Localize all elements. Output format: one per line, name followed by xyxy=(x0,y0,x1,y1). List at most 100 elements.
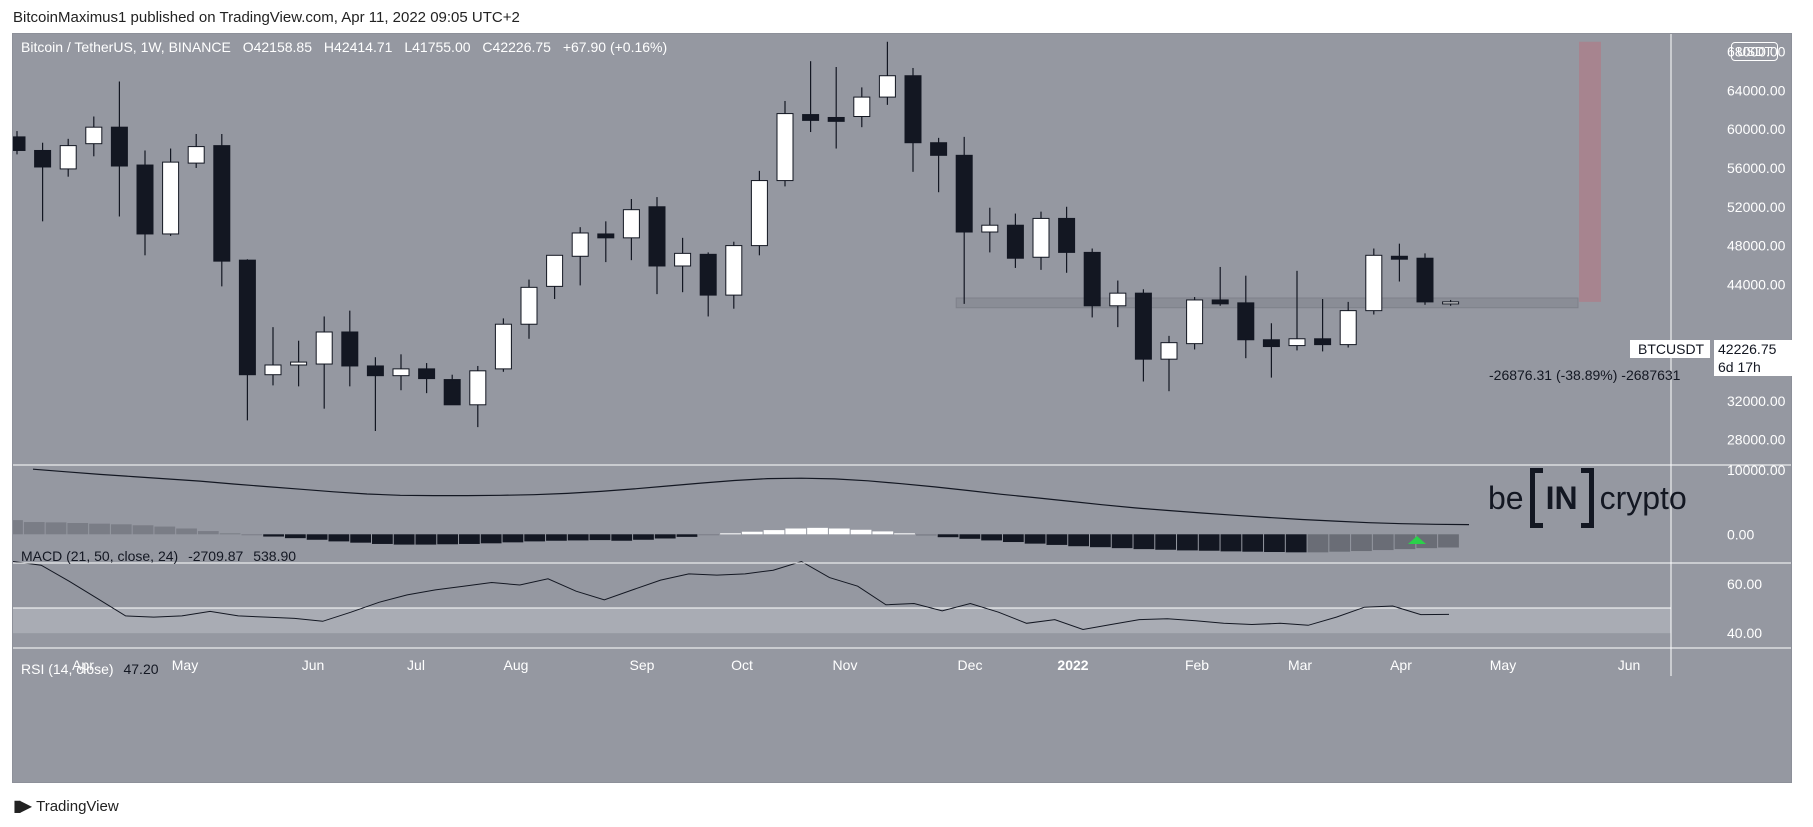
candle-body xyxy=(1058,217,1076,253)
macd-histogram-bar xyxy=(828,528,850,535)
macd-histogram-bar xyxy=(415,534,437,545)
time-tick-label: Apr xyxy=(1390,657,1412,673)
macd-histogram-bar xyxy=(132,525,154,535)
macd-legend: MACD (21, 50, close, 24) -2709.87 538.90 xyxy=(21,548,296,564)
macd-histogram-bar xyxy=(197,531,219,535)
candle-body xyxy=(571,232,589,257)
time-tick-label: 2022 xyxy=(1057,657,1088,673)
macd-histogram-bar xyxy=(807,527,828,535)
currency-badge[interactable]: USDT xyxy=(1731,42,1779,61)
watermark-right: crypto xyxy=(1599,479,1687,516)
macd-histogram-bar xyxy=(241,534,263,536)
macd-histogram-bar xyxy=(872,531,894,535)
tradingview-brand: TradingView xyxy=(36,797,119,815)
time-tick-label: Mar xyxy=(1288,657,1312,673)
candle-body xyxy=(315,331,333,365)
rsi-layer xyxy=(13,560,1450,631)
macd-histogram-bar xyxy=(328,534,350,542)
macd-tick-label: 0.00 xyxy=(1727,526,1754,542)
chart-frame[interactable]: 68000.00 64000.00 60000.00 56000.00 52000.00… xyxy=(12,33,1795,783)
macd-value-2: 538.90 xyxy=(253,548,297,564)
macd-name: MACD (21, 50, close, 24) xyxy=(21,548,179,564)
candle-body xyxy=(264,364,282,376)
macd-histogram-bar xyxy=(894,533,915,535)
macd-histogram-bar xyxy=(1416,534,1438,549)
candle-body xyxy=(674,252,692,267)
macd-histogram-bar xyxy=(981,534,1002,541)
symbol-legend: Bitcoin / TetherUS, 1W, BINANCE O42158.8… xyxy=(21,39,667,55)
candle-body xyxy=(802,114,820,121)
chart-canvas[interactable]: 68000.00 64000.00 60000.00 56000.00 52000.00… xyxy=(13,34,1791,782)
target-zone xyxy=(1579,41,1601,302)
candle-body xyxy=(34,149,52,168)
time-tick-label: Jul xyxy=(407,657,425,673)
macd-histogram-bar xyxy=(306,534,328,540)
macd-layer xyxy=(13,468,1470,553)
candle-body xyxy=(622,209,640,239)
becrypto-watermark: be IN crypto xyxy=(1488,468,1687,528)
candle-body xyxy=(1211,299,1229,305)
macd-value-1: -2709.87 xyxy=(188,548,244,564)
macd-histogram-bar xyxy=(1394,534,1416,550)
time-tick-label: Feb xyxy=(1185,657,1209,673)
rsi-tick-label: 40.00 xyxy=(1727,625,1762,641)
price-tick-label: 68000.00 xyxy=(1727,43,1786,59)
candle-body xyxy=(238,259,256,376)
macd-histogram-bar xyxy=(850,529,872,535)
high-value: 42414.71 xyxy=(334,39,393,55)
time-tick-label: May xyxy=(172,657,198,673)
macd-histogram-bar xyxy=(1002,534,1024,543)
tradingview-footer[interactable]: ▮▶ TradingView xyxy=(13,796,119,816)
macd-histogram-bar xyxy=(350,534,371,543)
macd-histogram-bar xyxy=(654,534,676,539)
candle-body xyxy=(1109,292,1127,307)
macd-histogram-bar xyxy=(1220,534,1242,552)
time-axis-labels: Apr May Jun Jul Aug Sep Oct Nov Dec 2022 Feb Mar Apr… xyxy=(72,657,1640,673)
watermark-bracket-left xyxy=(1529,468,1543,528)
candle-body xyxy=(1365,254,1383,312)
macd-histogram-bar xyxy=(1024,534,1046,544)
candle-body xyxy=(1314,338,1332,346)
macd-histogram-bar xyxy=(23,522,45,535)
macd-histogram-bar xyxy=(1198,534,1220,551)
close-value: 42226.75 xyxy=(492,39,551,55)
macd-histogram-bar xyxy=(219,533,241,535)
publish-caption: BitcoinMaximus1 published on TradingView… xyxy=(13,9,520,26)
candle-body xyxy=(59,145,77,170)
macd-histogram-bar xyxy=(459,534,480,544)
time-tick-label: Jun xyxy=(1618,657,1641,673)
macd-histogram-bar xyxy=(1307,534,1329,553)
measure-label: -26876.31 (-38.89%) -2687631 xyxy=(1489,367,1681,383)
macd-histogram-bar xyxy=(720,533,741,535)
candle-body xyxy=(85,126,103,145)
candle-body xyxy=(699,253,717,296)
price-tick-label: 60000.00 xyxy=(1727,121,1786,137)
macd-histogram-bar xyxy=(393,534,415,545)
price-tag-symbol: BTCUSDT xyxy=(1630,340,1710,358)
macd-histogram-bar xyxy=(1111,534,1133,549)
time-tick-label: Jun xyxy=(302,657,325,673)
macd-histogram-bar xyxy=(915,534,937,536)
bullish-arrow-icon xyxy=(1408,536,1426,544)
price-tag-value: 42226.75 xyxy=(1714,340,1795,358)
macd-histogram-bar xyxy=(263,534,284,537)
candle-body xyxy=(981,224,999,233)
candle-body xyxy=(1416,257,1434,303)
price-tick-label: 56000.00 xyxy=(1727,160,1786,176)
macd-histogram-bar xyxy=(437,534,459,545)
candle-body xyxy=(853,96,871,118)
open-value: 42158.85 xyxy=(253,39,313,55)
candle-body xyxy=(1032,217,1050,258)
macd-histogram-bar xyxy=(676,534,698,537)
price-tick-label: 44000.00 xyxy=(1727,276,1786,292)
macd-histogram-bar xyxy=(785,528,807,535)
candle-body xyxy=(187,146,205,164)
axes-layer xyxy=(13,34,1791,676)
price-tick-label: 32000.00 xyxy=(1727,393,1786,409)
price-tick-label: 64000.00 xyxy=(1727,82,1786,98)
candle-body xyxy=(341,331,359,367)
macd-histogram-bar xyxy=(1438,534,1459,548)
macd-histogram-bar xyxy=(1285,534,1307,553)
macd-histogram-bar xyxy=(1090,534,1111,548)
macd-histogram-bar xyxy=(1068,534,1089,547)
